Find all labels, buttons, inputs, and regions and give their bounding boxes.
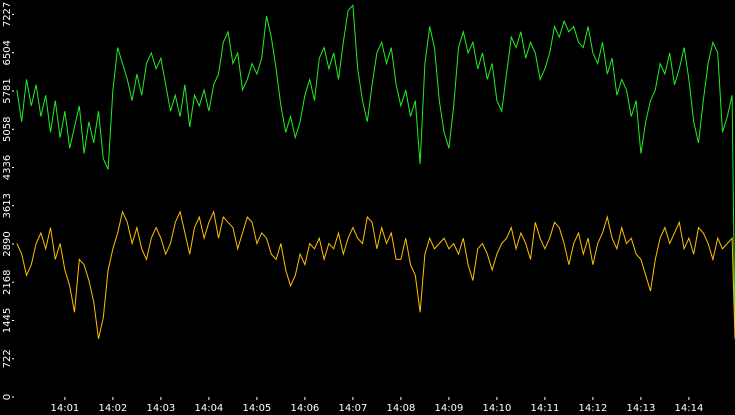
x-tick-label: 14:13 [627,403,656,414]
x-tick-label: 14:07 [338,403,367,414]
x-tick-label: 14:12 [578,403,607,414]
x-tick-label: 14:14 [675,403,704,414]
x-tick-label: 14:11 [530,403,559,414]
x-tick-label: 14:09 [434,403,463,414]
y-tick-label: 7227 [2,2,13,27]
y-tick-label: 5781 [2,78,13,103]
x-tick-label: 14:06 [290,403,319,414]
y-tick-label: 2890 [2,231,13,256]
y-tick-label: 4336 [2,155,13,180]
y-tick-label: 1445 [2,308,13,333]
x-tick-label: 14:10 [482,403,511,414]
y-tick-label: 5058 [2,117,13,142]
x-tick-label: 14:03 [146,403,175,414]
series-line [16,4,735,334]
y-tick-label: 3613 [2,193,13,218]
y-tick-label: 2168 [2,270,13,295]
series-line [16,210,735,339]
x-tick-label: 14:04 [194,403,223,414]
x-tick-label: 14:01 [50,403,79,414]
x-tick-label: 14:05 [242,403,271,414]
y-tick-label: 722 [2,349,13,368]
x-tick-label: 14:08 [386,403,415,414]
y-tick-label: 0 [2,394,13,400]
y-tick-label: 6504 [2,40,13,65]
x-tick-label: 14:02 [98,403,127,414]
